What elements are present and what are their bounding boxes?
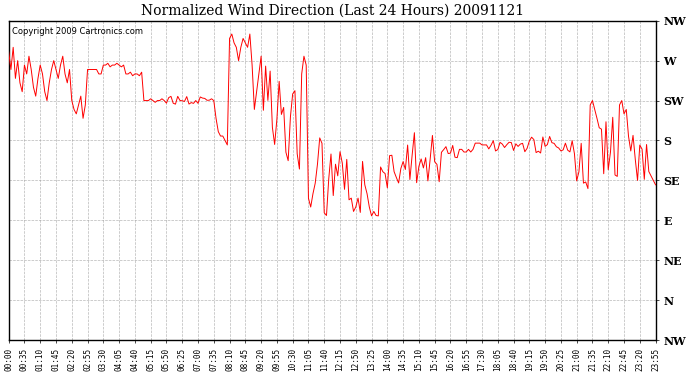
Text: Copyright 2009 Cartronics.com: Copyright 2009 Cartronics.com — [12, 27, 143, 36]
Title: Normalized Wind Direction (Last 24 Hours) 20091121: Normalized Wind Direction (Last 24 Hours… — [141, 4, 524, 18]
